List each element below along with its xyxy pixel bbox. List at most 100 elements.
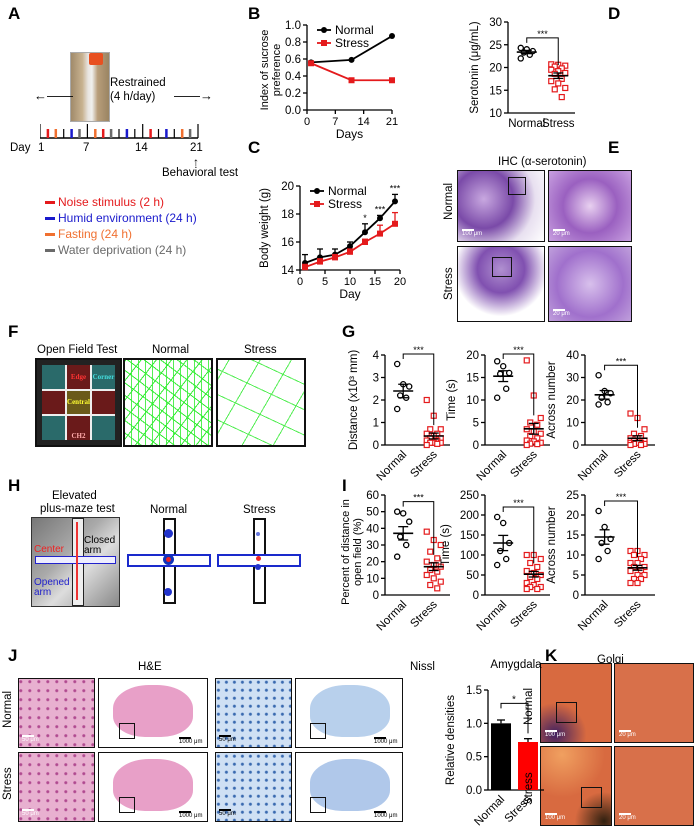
nissl-stress-zoom: 50 μm (215, 752, 292, 822)
scale-bar: 50 μm (219, 811, 236, 817)
x-tick-label: 0 (297, 276, 303, 288)
data-point-stress (555, 61, 562, 68)
panel-label-h: H (8, 476, 21, 495)
data-point-stress (423, 558, 430, 565)
x-tick-label: 14 (358, 116, 370, 128)
y-tick-label: 0 (473, 440, 479, 452)
data-point (377, 215, 383, 222)
data-point-stress (630, 440, 638, 447)
legend-swatch (45, 217, 55, 221)
data-point-stress (537, 571, 544, 579)
data-point-stress (427, 566, 434, 574)
data-point-stress (634, 559, 641, 567)
data-point (302, 264, 308, 271)
data-point-normal (607, 535, 614, 543)
data-point-stress (527, 573, 534, 581)
x-category-label: Stress (508, 448, 540, 480)
y-tick-label: 25 (566, 490, 579, 502)
x-category-label: Stress (508, 598, 540, 630)
data-point-stress (641, 426, 648, 433)
y-tick-label: 10 (566, 418, 579, 430)
data-point-normal (499, 362, 507, 370)
data-point-normal (595, 371, 602, 379)
legend-label: Stress (328, 197, 362, 211)
data-point-normal (517, 44, 525, 52)
x-category-label: Stress (612, 598, 644, 630)
x-category-label: Normal (475, 599, 510, 634)
y-tick-label: 40 (566, 350, 579, 362)
data-point-normal (493, 561, 501, 569)
he-stress-brain: 1000 μm (98, 752, 208, 822)
data-point-stress (562, 84, 569, 92)
panel-label-i: I (342, 476, 347, 495)
data-point-normal (393, 553, 401, 560)
data-point-stress (562, 69, 569, 77)
legend-item: Fasting (24 h) (45, 227, 132, 241)
data-point-stress (637, 432, 645, 440)
x-tick-label: 10 (344, 276, 356, 288)
data-point-stress (427, 439, 434, 446)
data-point (389, 33, 395, 40)
data-point-stress (430, 536, 437, 544)
data-point-stress (427, 435, 434, 442)
x-tick-label: 20 (394, 276, 406, 288)
data-point-normal (393, 508, 401, 515)
data-point-normal (405, 383, 413, 390)
y-tick-label: 30 (366, 540, 379, 552)
data-point-stress (627, 579, 634, 587)
significance-marker: *** (513, 498, 524, 508)
series-line-stress (310, 62, 392, 82)
significance-marker: *** (616, 356, 627, 366)
data-point-stress (530, 392, 537, 399)
y-tick-label: 4 (373, 350, 380, 362)
y-tick-label: 0 (373, 440, 379, 452)
scale-bar: 1000 μm (374, 813, 398, 819)
data-point-stress (637, 441, 645, 449)
data-point-stress (434, 430, 441, 437)
data-point-stress (527, 419, 534, 426)
data-point-stress (641, 437, 648, 444)
data-point-stress (627, 439, 634, 446)
data-point-normal (502, 385, 510, 392)
data-point-stress (423, 396, 430, 404)
panel-label-a: A (8, 4, 21, 23)
data-point (377, 230, 383, 237)
data-point-normal (499, 519, 507, 527)
data-point-stress (430, 432, 437, 440)
data-point-stress (551, 70, 558, 77)
data-point (332, 251, 338, 258)
data-point-stress (548, 66, 555, 73)
data-point-stress (423, 437, 430, 444)
data-point-stress (523, 357, 530, 364)
data-point-normal (405, 518, 413, 525)
data-point-stress (427, 548, 434, 555)
data-point (317, 254, 323, 261)
ihc-stress-zoom: 20 μm (548, 246, 632, 322)
data-point (392, 198, 398, 205)
data-point-stress (641, 563, 648, 571)
y-tick-label: 30 (566, 373, 579, 385)
restrained-duration: (4 h/day) (110, 91, 156, 103)
opened-arm-label: Opened arm (34, 577, 70, 598)
legend-swatch (45, 201, 55, 205)
data-point-stress (423, 441, 430, 449)
open-field-col-stress: Stress (244, 344, 277, 356)
data-point-normal (396, 533, 404, 540)
series-line-normal (310, 35, 393, 64)
j-row-normal: Normal (2, 690, 14, 728)
significance-marker: * (512, 694, 516, 705)
x-category-label: Normal (576, 599, 611, 634)
day-tick-14: 14 (135, 142, 148, 154)
data-point-stress (562, 62, 569, 69)
y-tick-label: 0.0 (285, 105, 301, 117)
data-point (389, 77, 395, 84)
zone-central: Central (67, 390, 90, 415)
panel-label-j: J (8, 646, 18, 665)
significance-marker: *** (413, 345, 424, 355)
data-point-stress (523, 426, 530, 433)
data-point-stress (537, 414, 544, 422)
data-point-normal (607, 389, 614, 397)
data-point-stress (627, 547, 634, 555)
data-point-stress (537, 583, 544, 591)
legend-label: Water deprivation (24 h) (58, 243, 187, 257)
